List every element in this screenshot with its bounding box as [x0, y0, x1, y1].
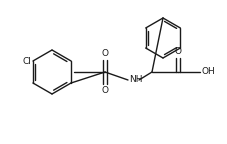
Text: NH: NH: [129, 75, 143, 85]
Text: O: O: [101, 49, 109, 58]
Text: O: O: [101, 86, 109, 95]
Text: Cl: Cl: [22, 56, 31, 66]
Text: O: O: [175, 47, 182, 56]
Text: OH: OH: [201, 68, 215, 76]
